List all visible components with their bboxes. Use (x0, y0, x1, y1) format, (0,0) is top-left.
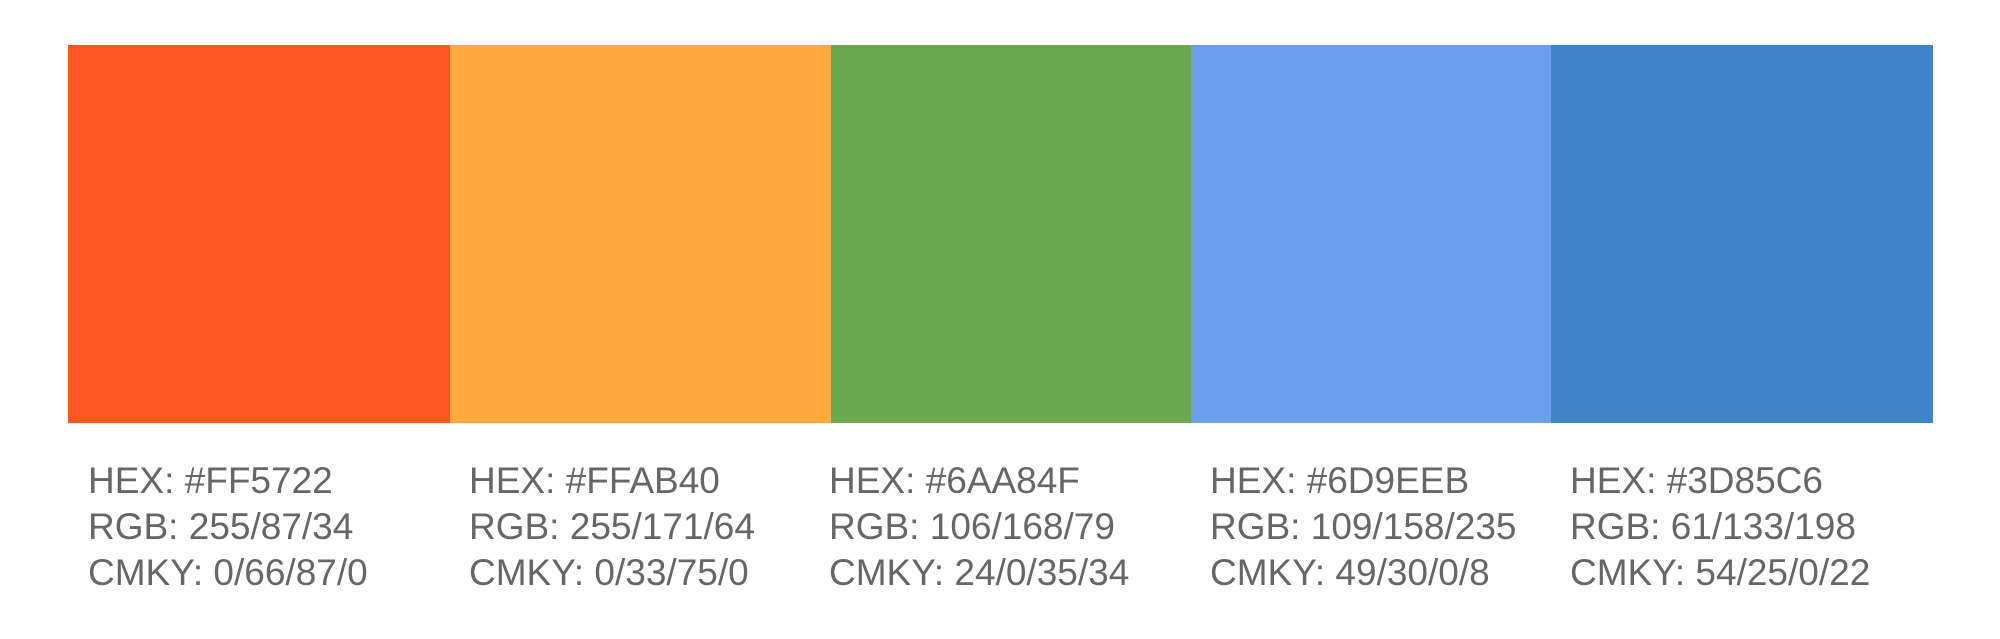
cmyk-value: CMKY: 49/30/0/8 (1210, 552, 1490, 593)
swatch-1-info: HEX: #FF5722 RGB: 255/87/34 CMKY: 0/66/8… (88, 458, 368, 596)
cmyk-value: CMKY: 0/66/87/0 (88, 552, 368, 593)
rgb-value: RGB: 255/87/34 (88, 506, 354, 547)
swatch-5-info: HEX: #3D85C6 RGB: 61/133/198 CMKY: 54/25… (1570, 458, 1870, 596)
cmyk-value: CMKY: 0/33/75/0 (469, 552, 749, 593)
swatch-4-info: HEX: #6D9EEB RGB: 109/158/235 CMKY: 49/3… (1210, 458, 1517, 596)
swatch-1-color-block (68, 45, 450, 423)
rgb-value: RGB: 255/171/64 (469, 506, 755, 547)
swatch-2-info: HEX: #FFAB40 RGB: 255/171/64 CMKY: 0/33/… (469, 458, 755, 596)
swatch-5-color-block (1551, 45, 1933, 423)
swatch-3-info: HEX: #6AA84F RGB: 106/168/79 CMKY: 24/0/… (829, 458, 1129, 596)
swatch-4-color-block (1191, 45, 1551, 423)
hex-value: HEX: #FFAB40 (469, 460, 720, 501)
swatch-3-color-block (831, 45, 1191, 423)
cmyk-value: CMKY: 24/0/35/34 (829, 552, 1130, 593)
rgb-value: RGB: 109/158/235 (1210, 506, 1517, 547)
rgb-value: RGB: 61/133/198 (1570, 506, 1856, 547)
rgb-value: RGB: 106/168/79 (829, 506, 1115, 547)
hex-value: HEX: #FF5722 (88, 460, 333, 501)
hex-value: HEX: #6AA84F (829, 460, 1080, 501)
hex-value: HEX: #6D9EEB (1210, 460, 1470, 501)
hex-value: HEX: #3D85C6 (1570, 460, 1823, 501)
swatch-2-color-block (450, 45, 831, 423)
cmyk-value: CMKY: 54/25/0/22 (1570, 552, 1871, 593)
